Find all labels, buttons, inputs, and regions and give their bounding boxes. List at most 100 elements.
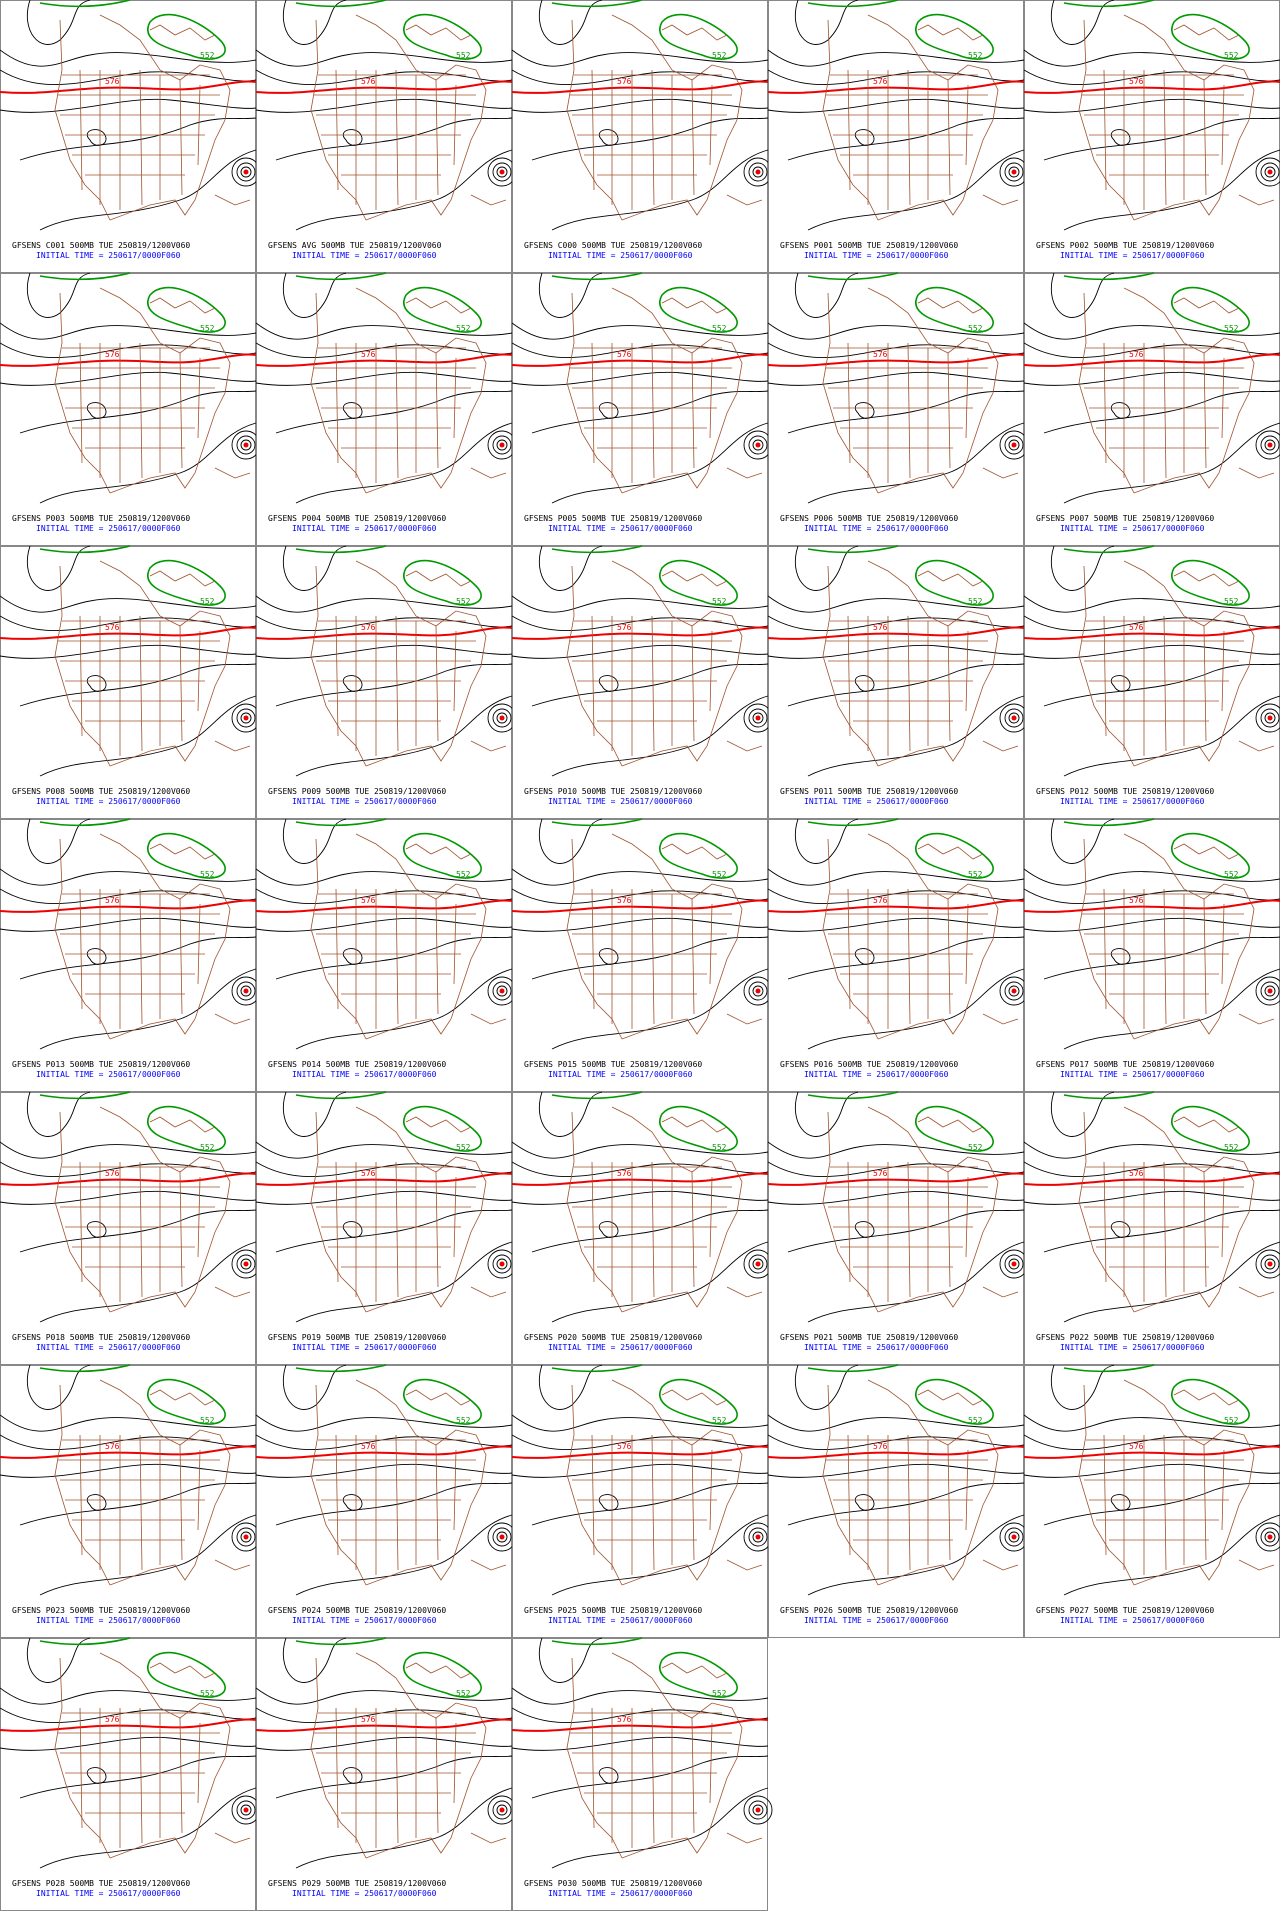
contour-label: 576 bbox=[873, 350, 888, 359]
contour-label: 576 bbox=[1129, 77, 1144, 86]
initial-time: INITIAL TIME = 250617/0000F060 bbox=[36, 797, 181, 806]
initial-time: INITIAL TIME = 250617/0000F060 bbox=[36, 524, 181, 533]
contour-label: 552 bbox=[712, 324, 727, 333]
contour-label: 552 bbox=[712, 1689, 727, 1698]
initial-time: INITIAL TIME = 250617/0000F060 bbox=[292, 524, 437, 533]
panel-border bbox=[256, 1365, 512, 1638]
panel-border bbox=[1024, 819, 1280, 1092]
panel-title: GFSENS P027 500MB TUE 250819/1200V060 bbox=[1036, 1606, 1214, 1615]
panel-title: GFSENS P013 500MB TUE 250819/1200V060 bbox=[12, 1060, 190, 1069]
initial-time: INITIAL TIME = 250617/0000F060 bbox=[548, 524, 693, 533]
contour-label: 576 bbox=[873, 1442, 888, 1451]
panel-title: GFSENS P015 500MB TUE 250819/1200V060 bbox=[524, 1060, 702, 1069]
contour-label: 576 bbox=[361, 1442, 376, 1451]
initial-time: INITIAL TIME = 250617/0000F060 bbox=[1060, 1616, 1205, 1625]
map-panel: 552 576 GFSENS P030 500MB TUE 250819/1200V… bbox=[511, 1637, 773, 1911]
contour-label: 552 bbox=[1224, 324, 1239, 333]
map-panel: 552 576 GFSENS P018 500MB TUE 250819/1200V… bbox=[0, 1091, 261, 1365]
panel-title: GFSENS P004 500MB TUE 250819/1200V060 bbox=[268, 514, 446, 523]
contour-label: 552 bbox=[712, 1416, 727, 1425]
contour-label: 576 bbox=[361, 1715, 376, 1724]
map-panel: 552 576 GFSENS P017 500MB TUE 250819/1200V… bbox=[1023, 818, 1280, 1092]
contour-label: 576 bbox=[105, 1442, 120, 1451]
initial-time: INITIAL TIME = 250617/0000F060 bbox=[292, 1343, 437, 1352]
map-panel: 552 576 GFSENS P006 500MB TUE 250819/1200V… bbox=[767, 272, 1029, 546]
contour-label: 552 bbox=[968, 1416, 983, 1425]
map-panel: 552 576 GFSENS P021 500MB TUE 250819/1200V… bbox=[767, 1091, 1029, 1365]
panel-border bbox=[768, 273, 1024, 546]
panel-title: GFSENS P014 500MB TUE 250819/1200V060 bbox=[268, 1060, 446, 1069]
contour-label: 552 bbox=[456, 1689, 471, 1698]
contour-label: 552 bbox=[968, 324, 983, 333]
contour-label: 576 bbox=[873, 623, 888, 632]
contour-label: 552 bbox=[200, 51, 215, 60]
panel-title: GFSENS P001 500MB TUE 250819/1200V060 bbox=[780, 241, 958, 250]
panel-title: GFSENS P030 500MB TUE 250819/1200V060 bbox=[524, 1879, 702, 1888]
panel-border bbox=[512, 273, 768, 546]
contour-label: 552 bbox=[456, 1416, 471, 1425]
initial-time: INITIAL TIME = 250617/0000F060 bbox=[1060, 1343, 1205, 1352]
panel-title: GFSENS P003 500MB TUE 250819/1200V060 bbox=[12, 514, 190, 523]
map-panel: 552 576 GFSENS P024 500MB TUE 250819/1200V… bbox=[255, 1364, 517, 1638]
map-panel: 552 576 GFSENS P013 500MB TUE 250819/1200V… bbox=[0, 818, 261, 1092]
initial-time: INITIAL TIME = 250617/0000F060 bbox=[292, 251, 437, 260]
initial-time: INITIAL TIME = 250617/0000F060 bbox=[548, 251, 693, 260]
map-panel: 552 576 GFSENS P001 500MB TUE 250819/1200V… bbox=[767, 0, 1029, 273]
map-panel: 552 576 GFSENS C000 500MB TUE 250819/1200V… bbox=[511, 0, 773, 273]
initial-time: INITIAL TIME = 250617/0000F060 bbox=[1060, 524, 1205, 533]
panel-title: GFSENS C000 500MB TUE 250819/1200V060 bbox=[524, 241, 702, 250]
map-panel: 552 576 GFSENS P008 500MB TUE 250819/1200V… bbox=[0, 545, 261, 819]
contour-label: 552 bbox=[1224, 597, 1239, 606]
initial-time: INITIAL TIME = 250617/0000F060 bbox=[804, 251, 949, 260]
panel-title: GFSENS P026 500MB TUE 250819/1200V060 bbox=[780, 1606, 958, 1615]
contour-label: 552 bbox=[200, 1689, 215, 1698]
contour-label: 552 bbox=[968, 51, 983, 60]
map-panel: 552 576 GFSENS P007 500MB TUE 250819/1200V… bbox=[1023, 272, 1280, 546]
panel-title: GFSENS P010 500MB TUE 250819/1200V060 bbox=[524, 787, 702, 796]
contour-label: 552 bbox=[200, 1143, 215, 1152]
contour-label: 576 bbox=[617, 1442, 632, 1451]
panel-title: GFSENS P023 500MB TUE 250819/1200V060 bbox=[12, 1606, 190, 1615]
panel-title: GFSENS P012 500MB TUE 250819/1200V060 bbox=[1036, 787, 1214, 796]
panel-border bbox=[256, 819, 512, 1092]
panel-title: GFSENS P018 500MB TUE 250819/1200V060 bbox=[12, 1333, 190, 1342]
map-panel: 552 576 GFSENS P014 500MB TUE 250819/1200V… bbox=[255, 818, 517, 1092]
panel-title: GFSENS P016 500MB TUE 250819/1200V060 bbox=[780, 1060, 958, 1069]
initial-time: INITIAL TIME = 250617/0000F060 bbox=[36, 1070, 181, 1079]
contour-label: 552 bbox=[1224, 1416, 1239, 1425]
map-panel: 552 576 GFSENS P010 500MB TUE 250819/1200V… bbox=[511, 545, 773, 819]
panel-border bbox=[0, 0, 256, 273]
contour-label: 576 bbox=[617, 896, 632, 905]
map-panel: 552 576 GFSENS P022 500MB TUE 250819/1200V… bbox=[1023, 1091, 1280, 1365]
contour-label: 576 bbox=[1129, 1169, 1144, 1178]
contour-label: 576 bbox=[105, 1169, 120, 1178]
initial-time: INITIAL TIME = 250617/0000F060 bbox=[1060, 251, 1205, 260]
contour-label: 552 bbox=[968, 870, 983, 879]
contour-label: 576 bbox=[361, 1169, 376, 1178]
panel-border bbox=[768, 1365, 1024, 1638]
contour-label: 576 bbox=[617, 77, 632, 86]
contour-label: 576 bbox=[873, 1169, 888, 1178]
panel-border bbox=[768, 0, 1024, 273]
panel-border bbox=[256, 0, 512, 273]
contour-label: 576 bbox=[1129, 350, 1144, 359]
contour-label: 576 bbox=[617, 623, 632, 632]
panel-title: GFSENS AVG 500MB TUE 250819/1200V060 bbox=[268, 241, 442, 250]
panel-border bbox=[768, 819, 1024, 1092]
contour-label: 552 bbox=[200, 1416, 215, 1425]
initial-time: INITIAL TIME = 250617/0000F060 bbox=[548, 1889, 693, 1898]
map-panel: 552 576 GFSENS P028 500MB TUE 250819/1200V… bbox=[0, 1637, 261, 1911]
contour-label: 576 bbox=[361, 350, 376, 359]
initial-time: INITIAL TIME = 250617/0000F060 bbox=[292, 1889, 437, 1898]
initial-time: INITIAL TIME = 250617/0000F060 bbox=[292, 797, 437, 806]
panel-border bbox=[1024, 273, 1280, 546]
panel-border bbox=[0, 1092, 256, 1365]
initial-time: INITIAL TIME = 250617/0000F060 bbox=[292, 1616, 437, 1625]
initial-time: INITIAL TIME = 250617/0000F060 bbox=[804, 524, 949, 533]
initial-time: INITIAL TIME = 250617/0000F060 bbox=[548, 1070, 693, 1079]
map-panel: 552 576 GFSENS P027 500MB TUE 250819/1200V… bbox=[1023, 1364, 1280, 1638]
map-panel: 552 576 GFSENS P005 500MB TUE 250819/1200V… bbox=[511, 272, 773, 546]
contour-label: 552 bbox=[712, 1143, 727, 1152]
initial-time: INITIAL TIME = 250617/0000F060 bbox=[36, 1616, 181, 1625]
